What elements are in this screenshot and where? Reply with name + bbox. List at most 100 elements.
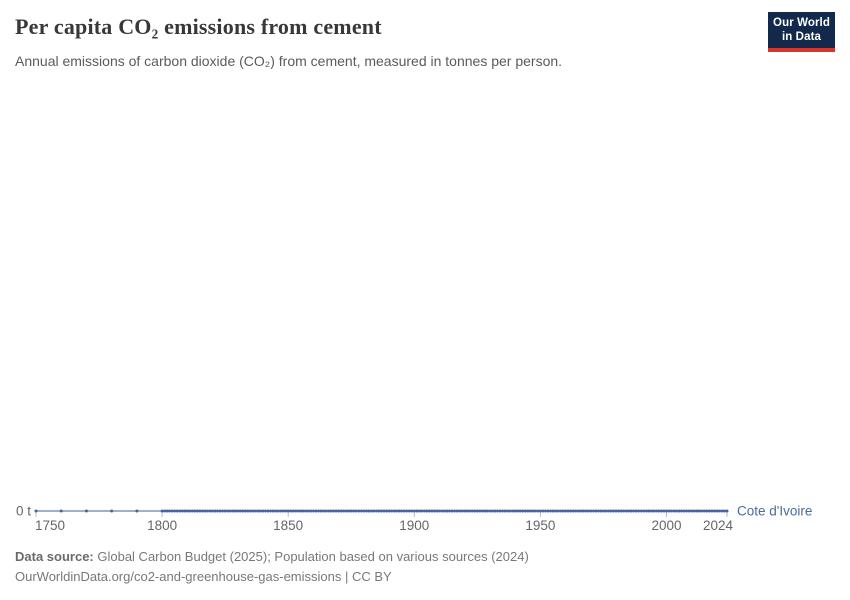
data-point <box>629 509 633 513</box>
data-point <box>692 509 696 513</box>
data-point <box>624 509 628 513</box>
x-axis-tick-label: 1800 <box>147 518 177 533</box>
data-point <box>584 509 588 513</box>
data-point <box>465 509 469 513</box>
owid-logo-line1: Our World <box>773 17 830 29</box>
data-point <box>579 509 583 513</box>
data-point <box>483 509 487 513</box>
x-axis-tick-label: 1750 <box>35 518 65 533</box>
data-point <box>445 509 449 513</box>
data-point <box>614 509 618 513</box>
data-point <box>576 509 580 513</box>
data-point <box>667 509 671 513</box>
data-point <box>276 509 280 513</box>
data-point <box>490 509 494 513</box>
data-point <box>506 509 510 513</box>
data-point <box>226 509 230 513</box>
data-point <box>604 509 608 513</box>
owid-url-link[interactable]: OurWorldinData.org/co2-and-greenhouse-ga… <box>15 569 342 584</box>
data-point <box>493 509 497 513</box>
data-point <box>160 509 164 513</box>
data-point <box>596 509 600 513</box>
data-point <box>657 509 661 513</box>
data-point <box>677 509 681 513</box>
owid-logo-line2: in Data <box>781 31 822 43</box>
data-point <box>511 509 515 513</box>
data-point <box>526 509 530 513</box>
data-point <box>594 509 598 513</box>
data-point <box>672 509 676 513</box>
owid-logo[interactable]: Our World in Data <box>768 12 835 52</box>
data-point <box>523 509 527 513</box>
data-point <box>183 509 187 513</box>
x-axis-tick-label: 2024 <box>703 518 734 533</box>
data-point <box>374 509 378 513</box>
data-point <box>364 509 368 513</box>
data-point <box>228 509 232 513</box>
data-point <box>271 509 275 513</box>
data-point <box>548 509 552 513</box>
data-point <box>163 509 167 513</box>
data-point <box>324 509 328 513</box>
data-point <box>299 509 303 513</box>
data-point <box>488 509 492 513</box>
data-point <box>508 509 512 513</box>
data-point <box>216 509 220 513</box>
license-line: OurWorldinData.org/co2-and-greenhouse-ga… <box>15 567 529 587</box>
data-point <box>448 509 452 513</box>
data-point <box>233 509 237 513</box>
data-point <box>702 509 706 513</box>
data-point <box>211 509 215 513</box>
data-point <box>221 509 225 513</box>
data-point <box>319 509 323 513</box>
data-point <box>617 509 621 513</box>
data-point <box>173 509 177 513</box>
data-point <box>470 509 474 513</box>
data-point <box>400 509 404 513</box>
data-point <box>536 509 540 513</box>
data-point <box>440 509 444 513</box>
x-axis-tick-label: 1850 <box>273 518 303 533</box>
data-point <box>455 509 459 513</box>
data-point <box>599 509 603 513</box>
data-point <box>422 509 426 513</box>
data-point <box>712 509 716 513</box>
data-point <box>503 509 507 513</box>
data-point <box>443 509 447 513</box>
data-point <box>337 509 341 513</box>
data-point <box>256 509 260 513</box>
data-point <box>395 509 399 513</box>
data-point <box>432 509 436 513</box>
data-point <box>284 509 288 513</box>
data-point <box>591 509 595 513</box>
data-point <box>269 509 273 513</box>
data-point <box>496 509 500 513</box>
y-axis-label: 0 t <box>16 504 31 519</box>
data-point <box>521 509 525 513</box>
data-point <box>720 509 724 513</box>
data-point <box>327 509 331 513</box>
data-point <box>480 509 484 513</box>
data-point <box>460 509 464 513</box>
data-point <box>513 509 517 513</box>
data-point <box>559 509 563 513</box>
x-axis-tick-label: 2000 <box>651 518 681 533</box>
data-point <box>309 509 313 513</box>
data-point <box>687 509 691 513</box>
data-point <box>538 509 542 513</box>
data-point <box>195 509 199 513</box>
data-point <box>236 509 240 513</box>
data-point <box>647 509 651 513</box>
data-point <box>334 509 338 513</box>
data-point <box>213 509 217 513</box>
series-label[interactable]: Cote d'Ivoire <box>737 504 812 519</box>
data-point <box>387 509 391 513</box>
data-point <box>566 509 570 513</box>
data-point <box>533 509 537 513</box>
data-point <box>417 509 421 513</box>
data-point <box>246 509 250 513</box>
data-point <box>357 509 361 513</box>
data-point <box>238 509 242 513</box>
data-point <box>223 509 227 513</box>
